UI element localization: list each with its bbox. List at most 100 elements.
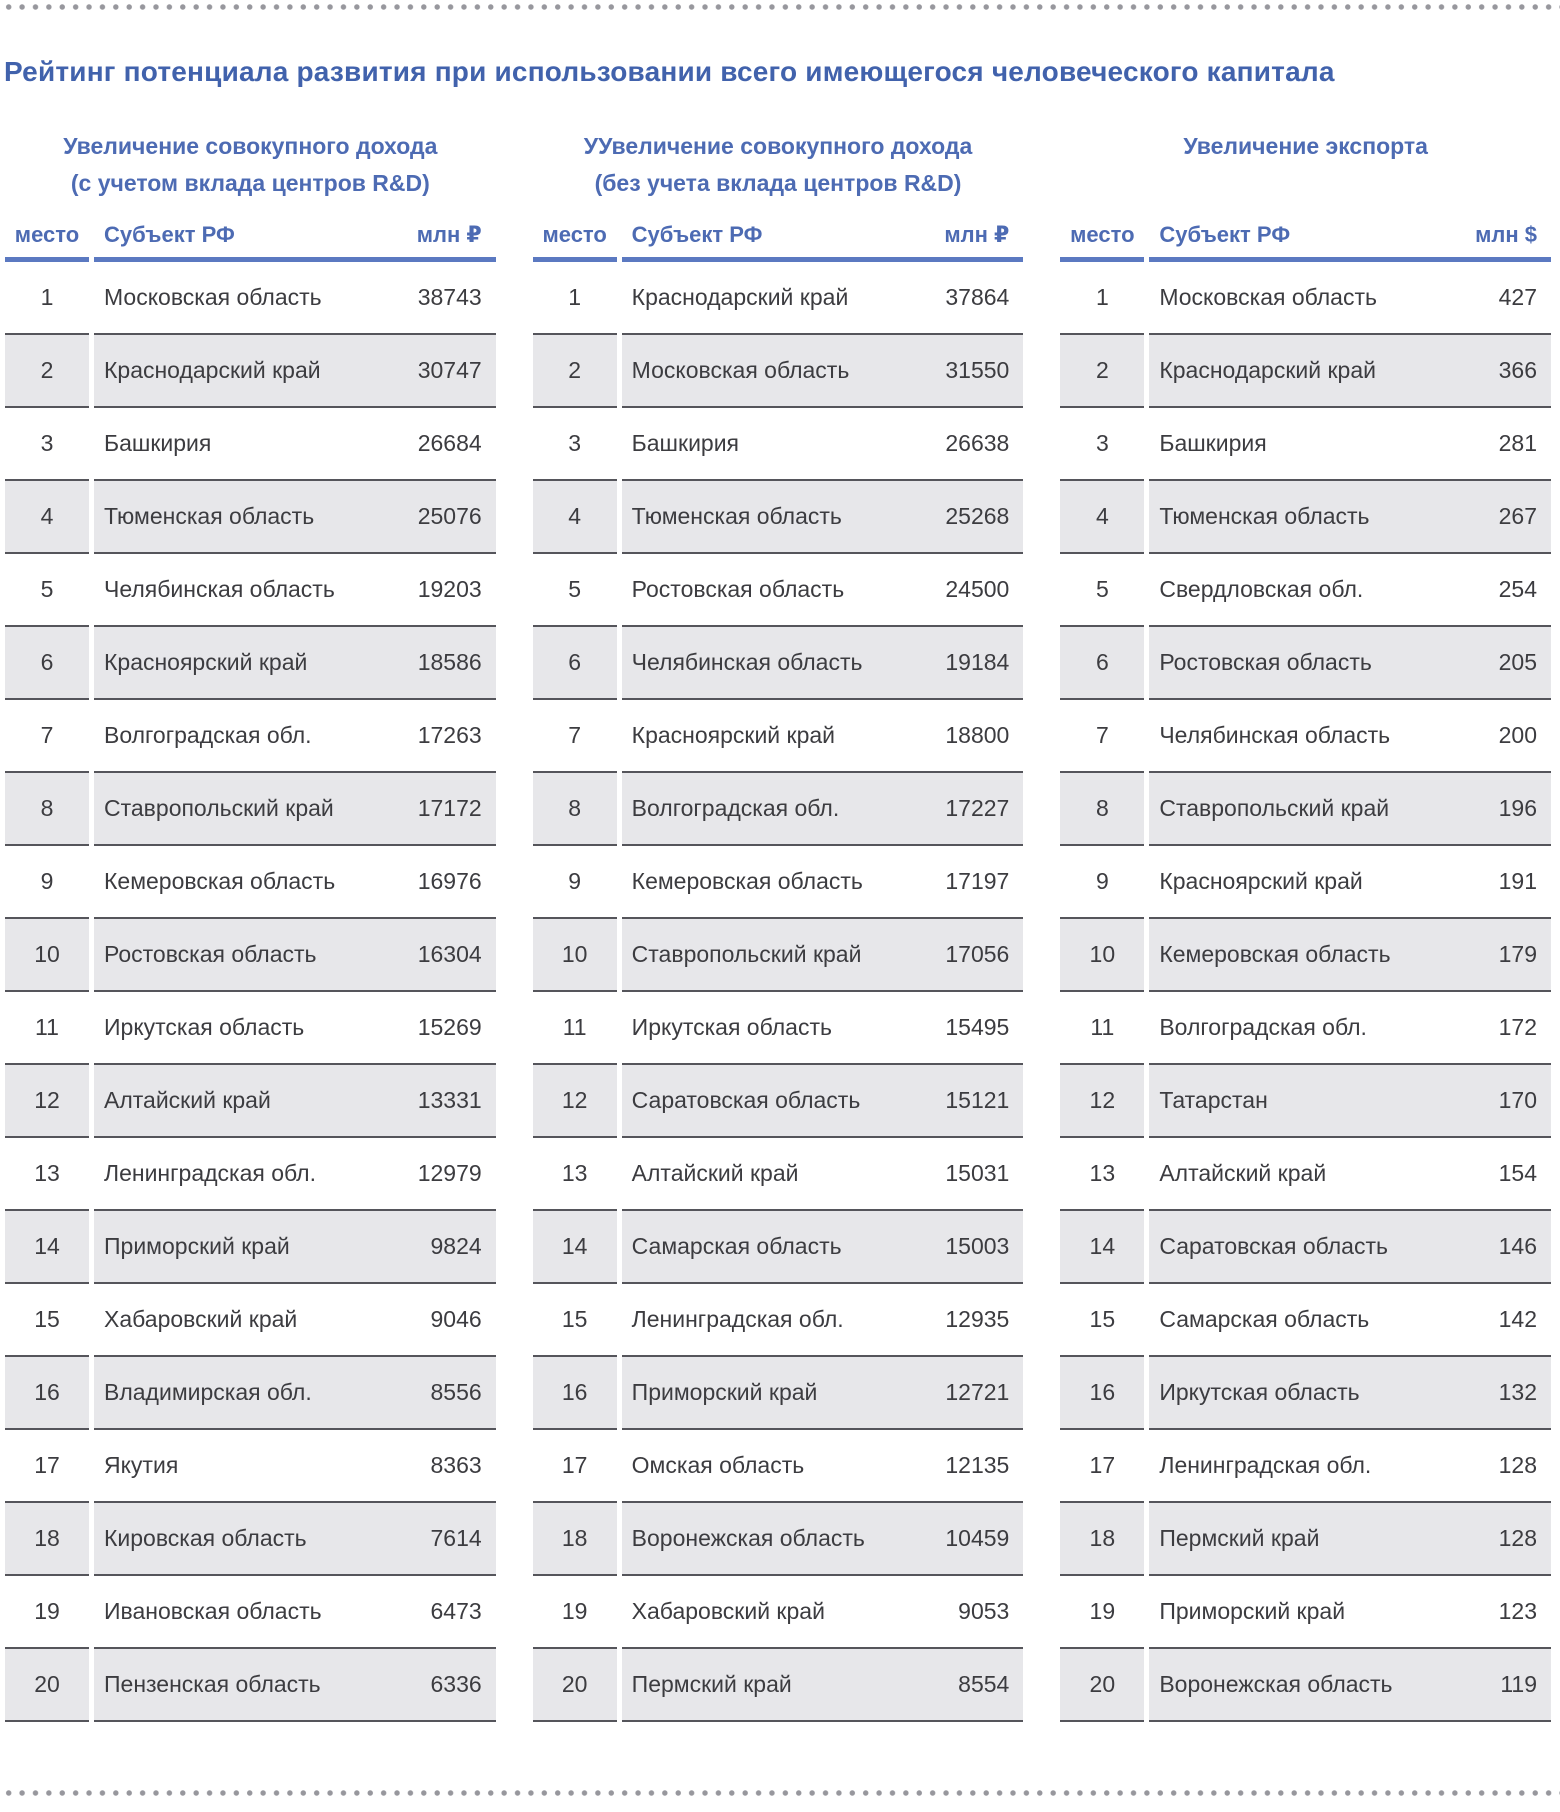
cell-main: Самарская область 142 <box>1149 1284 1552 1357</box>
cell-place: 8 <box>1060 773 1145 846</box>
cell-value: 254 <box>1498 576 1538 602</box>
cell-value: 8554 <box>958 1671 1010 1697</box>
cell-subject: Самарская область <box>1159 1306 1370 1332</box>
table-row: 1 Московская область 38743 <box>5 262 496 335</box>
cell-subject: Тюменская область <box>1159 503 1370 529</box>
cell-place: 13 <box>532 1138 617 1211</box>
cell-place: 2 <box>5 335 89 408</box>
table-row: 16 Иркутская область 132 <box>1060 1357 1552 1430</box>
table-row: 6 Красноярский край 18586 <box>5 627 496 700</box>
cell-main: Саратовская область 15121 <box>621 1065 1024 1138</box>
cell-place: 3 <box>532 408 617 481</box>
cell-place: 9 <box>1060 846 1145 919</box>
cell-place: 11 <box>5 992 89 1065</box>
cell-value: 24500 <box>945 576 1010 602</box>
table-title: УУвеличение совокупного дохода (без учета… <box>533 128 1024 202</box>
cell-value: 123 <box>1498 1598 1538 1624</box>
cell-main: Воронежская область 119 <box>1149 1649 1552 1722</box>
column-header-place: место <box>1060 212 1145 262</box>
cell-place: 17 <box>1060 1430 1145 1503</box>
cell-place: 20 <box>5 1649 89 1722</box>
cell-value: 119 <box>1500 1671 1538 1697</box>
cell-subject: Тюменская область <box>104 503 315 529</box>
ranking-table: Увеличение совокупного дохода (с учетом в… <box>5 128 496 1722</box>
column-header-subject: Субъект РФ <box>631 222 763 247</box>
cell-subject: Приморский край <box>104 1233 290 1259</box>
cell-value: 15269 <box>417 1014 482 1040</box>
table-row: 9 Кемеровская область 17197 <box>532 846 1024 919</box>
cell-subject: Московская область <box>1159 284 1377 310</box>
cell-subject: Алтайский край <box>1159 1160 1327 1186</box>
cell-value: 6336 <box>430 1671 482 1697</box>
cell-place: 5 <box>1060 554 1145 627</box>
cell-main: Волгоградская обл. 17263 <box>94 700 496 773</box>
table-title-line1: Увеличение совокупного дохода <box>63 133 438 159</box>
cell-main: Кемеровская область 17197 <box>621 846 1024 919</box>
cell-subject: Челябинская область <box>631 649 863 675</box>
cell-subject: Кемеровская область <box>104 868 336 894</box>
cell-place: 5 <box>5 554 89 627</box>
cell-main: Краснодарский край 30747 <box>94 335 496 408</box>
cell-subject: Волгоградская обл. <box>104 722 312 748</box>
table-row: 9 Кемеровская область 16976 <box>5 846 496 919</box>
cell-subject: Челябинская область <box>1159 722 1391 748</box>
cell-value: 30747 <box>417 357 482 383</box>
table-row: 7 Волгоградская обл. 17263 <box>5 700 496 773</box>
cell-subject: Московская область <box>631 357 850 383</box>
table-row: 18 Кировская область 7614 <box>5 1503 496 1576</box>
cell-value: 19184 <box>945 649 1010 675</box>
cell-main: Челябинская область 19203 <box>94 554 496 627</box>
cell-subject: Пензенская область <box>104 1671 321 1697</box>
cell-value: 128 <box>1498 1452 1538 1478</box>
cell-main: Башкирия 26684 <box>94 408 496 481</box>
cell-place: 18 <box>532 1503 617 1576</box>
cell-subject: Приморский край <box>631 1379 818 1405</box>
cell-place: 19 <box>5 1576 89 1649</box>
column-header-value: млн $ <box>1475 222 1538 247</box>
cell-value: 10459 <box>945 1525 1010 1551</box>
ranking-table: Увеличение экспорта место Субъект РФ млн $ 1… <box>1060 128 1552 1722</box>
cell-place: 16 <box>532 1357 617 1430</box>
cell-place: 12 <box>532 1065 617 1138</box>
cell-subject: Волгоградская обл. <box>631 795 840 821</box>
cell-subject: Иркутская область <box>104 1014 305 1040</box>
table-row: 18 Пермский край 128 <box>1060 1503 1552 1576</box>
table-row: 8 Ставропольский край 196 <box>1060 773 1552 846</box>
cell-value: 267 <box>1498 503 1538 529</box>
cell-place: 1 <box>532 262 617 335</box>
column-header-place: место <box>532 212 617 262</box>
cell-main: Ставропольский край 17172 <box>94 773 496 846</box>
table-row: 3 Башкирия 26684 <box>5 408 496 481</box>
cell-main: Татарстан 170 <box>1149 1065 1552 1138</box>
cell-subject: Хабаровский край <box>104 1306 298 1332</box>
cell-subject: Ростовская область <box>104 941 317 967</box>
cell-subject: Хабаровский край <box>631 1598 825 1624</box>
cell-main: Иркутская область 132 <box>1149 1357 1552 1430</box>
cell-place: 3 <box>1060 408 1145 481</box>
table-row: 11 Волгоградская обл. 172 <box>1060 992 1552 1065</box>
cell-subject: Волгоградская обл. <box>1159 1014 1367 1040</box>
cell-main: Московская область 427 <box>1149 262 1552 335</box>
cell-main: Ленинградская обл. 128 <box>1149 1430 1552 1503</box>
cell-main: Саратовская область 146 <box>1149 1211 1552 1284</box>
cell-subject: Самарская область <box>631 1233 842 1259</box>
cell-value: 142 <box>1498 1306 1538 1332</box>
cell-value: 179 <box>1498 941 1538 967</box>
table-row: 12 Саратовская область 15121 <box>532 1065 1024 1138</box>
cell-main: Пермский край 8554 <box>621 1649 1024 1722</box>
table-column-headers: место Субъект РФ млн ₽ <box>532 212 1024 262</box>
cell-value: 366 <box>1498 357 1538 383</box>
table-column-headers: место Субъект РФ млн ₽ <box>5 212 496 262</box>
table-title: Увеличение экспорта <box>1060 128 1551 202</box>
table-row: 17 Якутия 8363 <box>5 1430 496 1503</box>
cell-place: 15 <box>5 1284 89 1357</box>
cell-value: 8363 <box>430 1452 482 1478</box>
column-header-main: Субъект РФ млн $ <box>1149 212 1552 262</box>
table-row: 3 Башкирия 281 <box>1060 408 1552 481</box>
cell-main: Краснодарский край 37864 <box>621 262 1024 335</box>
cell-place: 4 <box>5 481 89 554</box>
cell-main: Иркутская область 15495 <box>621 992 1024 1065</box>
cell-main: Хабаровский край 9046 <box>94 1284 496 1357</box>
cell-value: 200 <box>1498 722 1538 748</box>
cell-subject: Краснодарский край <box>631 284 849 310</box>
